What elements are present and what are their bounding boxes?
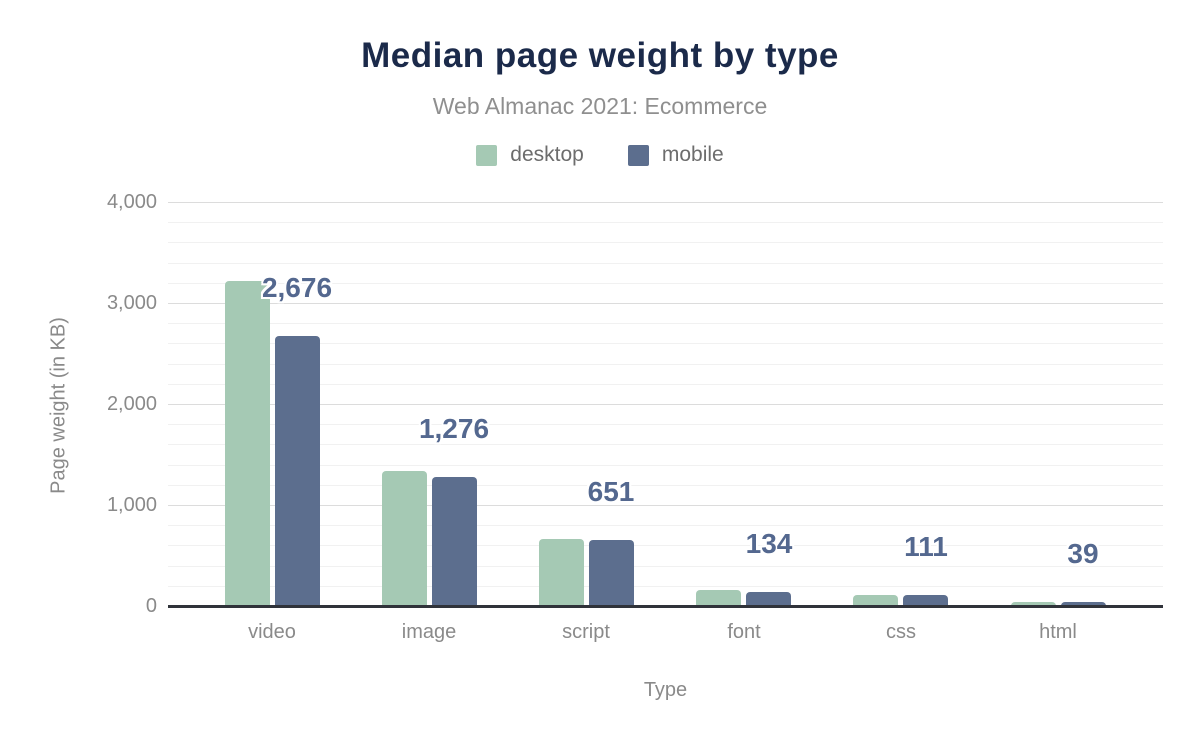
x-tick-label-font: font <box>727 621 761 643</box>
x-tick-label-video: video <box>248 621 296 643</box>
bar-desktop-image[interactable] <box>382 471 427 606</box>
minor-gridline <box>168 364 1163 365</box>
bar-mobile-html[interactable] <box>1061 602 1106 606</box>
minor-gridline <box>168 242 1163 243</box>
major-gridline <box>168 505 1163 506</box>
bar-mobile-css[interactable] <box>903 595 948 606</box>
minor-gridline <box>168 485 1163 486</box>
bar-mobile-video[interactable] <box>275 336 320 606</box>
minor-gridline <box>168 545 1163 546</box>
value-label-image: 1,276 <box>418 413 490 444</box>
x-tick-label-image: image <box>401 621 457 643</box>
y-tick-label: 2,000 <box>106 393 157 415</box>
bar-mobile-font[interactable] <box>746 592 791 606</box>
minor-gridline <box>168 566 1163 567</box>
minor-gridline <box>168 283 1163 284</box>
minor-gridline <box>168 222 1163 223</box>
legend-item-desktop[interactable]: desktop <box>476 143 584 167</box>
chart-subtitle: Web Almanac 2021: Ecommerce <box>432 93 768 119</box>
major-gridline <box>168 202 1163 203</box>
legend-swatch-desktop <box>476 144 498 166</box>
bar-mobile-image[interactable] <box>432 477 477 606</box>
bar-mobile-script[interactable] <box>589 540 634 606</box>
minor-gridline <box>168 263 1163 264</box>
bar-desktop-html[interactable] <box>1011 602 1056 606</box>
bar-desktop-video[interactable] <box>225 281 270 606</box>
bar-desktop-font[interactable] <box>696 590 741 606</box>
minor-gridline <box>168 525 1163 526</box>
minor-gridline <box>168 465 1163 466</box>
minor-gridline <box>168 424 1163 425</box>
legend-item-mobile[interactable]: mobile <box>627 143 724 167</box>
y-tick-label: 3,000 <box>106 292 157 314</box>
legend: desktop mobile <box>0 143 1200 167</box>
value-label-video: 2,676 <box>261 272 333 303</box>
y-tick-label: 4,000 <box>106 191 157 213</box>
y-tick-label: 0 <box>145 595 157 617</box>
x-axis-title: Type <box>643 679 688 701</box>
minor-gridline <box>168 586 1163 587</box>
x-tick-label-script: script <box>562 621 610 643</box>
y-tick-label: 1,000 <box>106 494 157 516</box>
value-label-script: 651 <box>587 476 635 507</box>
legend-label-mobile: mobile <box>661 143 724 166</box>
minor-gridline <box>168 343 1163 344</box>
value-label-font: 134 <box>745 528 793 559</box>
minor-gridline <box>168 384 1163 385</box>
x-tick-label-html: html <box>1039 621 1077 643</box>
chart-title: Median page weight by type <box>361 36 839 75</box>
bar-desktop-css[interactable] <box>853 595 898 606</box>
value-label-css: 111 <box>904 531 948 562</box>
major-gridline <box>168 404 1163 405</box>
legend-swatch-mobile <box>627 144 649 166</box>
x-tick-label-css: css <box>886 621 916 643</box>
minor-gridline <box>168 323 1163 324</box>
bar-desktop-script[interactable] <box>539 539 584 606</box>
legend-label-desktop: desktop <box>510 143 584 166</box>
x-axis-line <box>168 605 1163 608</box>
major-gridline <box>168 303 1163 304</box>
minor-gridline <box>168 444 1163 445</box>
value-label-html: 39 <box>1067 538 1099 569</box>
